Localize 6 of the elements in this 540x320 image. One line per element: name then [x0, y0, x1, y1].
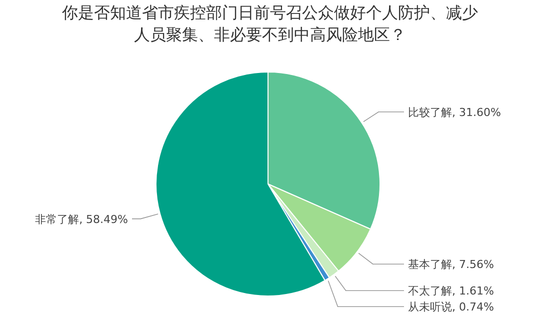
slice-label: 从未听说, 0.74%: [408, 300, 494, 314]
slice-label: 非常了解, 58.49%: [35, 212, 128, 226]
chart-title: 你是否知道省市疾控部门日前号召公众做好个人防护、减少人员聚集、非必要不到中高风险地区？: [61, 2, 479, 46]
slice-label: 不太了解, 1.61%: [408, 284, 494, 298]
slice-label: 比较了解, 31.60%: [408, 106, 501, 119]
slice-label: 基本了解, 7.56%: [408, 258, 494, 272]
